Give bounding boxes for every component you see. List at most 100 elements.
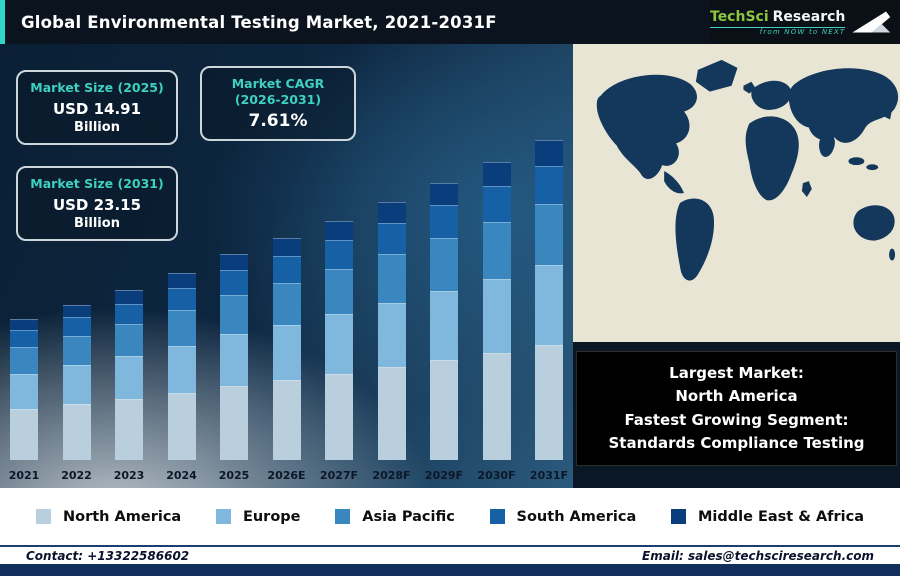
stat-box-market-size-2031: Market Size (2031) USD 23.15 Billion (16, 166, 178, 241)
contact-phone: Contact: +13322586602 (26, 548, 190, 563)
bar-segment-asia-pacific (115, 324, 143, 356)
bar-segment-asia-pacific (62, 336, 91, 365)
x-axis-label: 2030F (477, 469, 516, 482)
bar-stack (167, 273, 196, 460)
stat-value: USD 23.15 (52, 195, 142, 214)
highlight-line-fastest-segment: Fastest Growing Segment: (624, 410, 849, 429)
main-content: Market Size (2025) USD 14.91 Billion Mar… (0, 44, 900, 488)
bar-segment-asia-pacific (167, 310, 196, 346)
legend-label: Asia Pacific (362, 508, 455, 525)
bar-segment-middle-east-africa (10, 319, 38, 330)
x-axis-label: 2029F (424, 469, 464, 482)
legend-item-middle-east-africa: Middle East & Africa (670, 508, 864, 525)
bar-segment-asia-pacific (325, 269, 353, 314)
legend-label: South America (516, 508, 637, 525)
bar-segment-asia-pacific (430, 238, 458, 291)
stat-box-market-size-2025: Market Size (2025) USD 14.91 Billion (16, 70, 178, 145)
logo-text: TechSci Research from NOW to NEXT (710, 7, 846, 37)
techsci-logo: TechSci Research from NOW to NEXT (710, 0, 900, 44)
bar-segment-middle-east-africa (62, 305, 91, 317)
legend-swatch (335, 509, 351, 524)
bar-segment-asia-pacific (272, 283, 301, 325)
bar-stack (430, 183, 458, 460)
bar-segment-asia-pacific (10, 347, 38, 374)
logo-tagline: from NOW to NEXT (710, 27, 846, 37)
footer: Contact: +13322586602 Email: sales@techs… (0, 545, 900, 576)
bar-segment-asia-pacific (377, 254, 406, 303)
bar-column-2025: 2025 (219, 254, 249, 482)
world-map (573, 44, 900, 342)
footer-divider (0, 545, 900, 547)
x-axis-label: 2022 (61, 469, 92, 482)
legend-swatch (215, 509, 231, 524)
bar-segment-north-america (272, 380, 301, 460)
world-map-image (573, 44, 900, 342)
bar-column-2030F: 2030F (477, 162, 516, 482)
bar-segment-north-america (377, 367, 406, 460)
x-axis-label: 2024 (166, 469, 197, 482)
bar-segment-asia-pacific (220, 295, 248, 334)
bar-segment-north-america (430, 360, 458, 460)
bar-segment-middle-east-africa (430, 183, 458, 205)
stat-unit: Billion (74, 119, 120, 135)
bar-segment-north-america (62, 404, 91, 460)
bar-stack (535, 140, 563, 460)
x-axis-label: 2027F (319, 469, 359, 482)
header: Global Environmental Testing Market, 202… (0, 0, 900, 44)
bar-column-2028F: 2028F (372, 202, 411, 482)
stat-value: USD 14.91 (52, 99, 142, 118)
bar-segment-south-america (115, 304, 143, 324)
bar-segment-north-america (10, 409, 38, 460)
bar-stack (377, 202, 406, 460)
bar-segment-south-america (10, 330, 38, 347)
stat-label: (2026-2031) (234, 91, 322, 107)
bar-segment-south-america (220, 270, 248, 295)
x-axis-label: 2021 (8, 469, 40, 482)
stat-label: Market Size (2025) (30, 80, 164, 95)
highlight-box: Largest Market: North America Fastest Gr… (576, 351, 897, 466)
footer-body: Contact: +13322586602 Email: sales@techs… (0, 547, 900, 564)
bar-segment-north-america (535, 345, 563, 460)
x-axis-label: 2031F (529, 469, 569, 482)
bar-segment-europe (377, 303, 406, 367)
highlight-line-fastest-segment-value: Standards Compliance Testing (608, 433, 865, 452)
bar-segment-north-america (220, 386, 248, 460)
footer-bottom-bar (0, 564, 900, 576)
bar-column-2031F: 2031F (530, 140, 568, 482)
bar-segment-north-america (482, 353, 511, 460)
bar-column-2027F: 2027F (320, 221, 358, 482)
bar-segment-europe (272, 325, 301, 380)
bar-segment-middle-east-africa (377, 202, 406, 223)
bar-segment-north-america (167, 393, 196, 460)
bar-segment-europe (482, 279, 511, 353)
legend-item-asia-pacific: Asia Pacific (335, 509, 455, 525)
logo-arrow-icon (852, 11, 891, 33)
legend-label: North America (63, 508, 182, 525)
bar-stack (482, 162, 511, 460)
side-panel: Largest Market: North America Fastest Gr… (573, 44, 900, 488)
bar-segment-south-america (430, 205, 458, 238)
bar-stack (272, 238, 301, 460)
bar-segment-europe (62, 365, 91, 404)
bar-column-2024: 2024 (166, 273, 197, 482)
bar-segment-south-america (377, 223, 406, 254)
bar-segment-middle-east-africa (325, 221, 353, 240)
highlight-line-largest-market: Largest Market: (669, 364, 804, 382)
legend-label: Middle East & Africa (697, 508, 864, 525)
stat-unit: Billion (74, 215, 120, 231)
bar-segment-middle-east-africa (167, 273, 196, 288)
bar-segment-europe (115, 356, 143, 399)
x-axis-label: 2025 (218, 469, 250, 482)
bar-segment-europe (10, 374, 38, 409)
legend-item-south-america: South America (489, 508, 637, 525)
bar-column-2022: 2022 (61, 305, 92, 482)
legend-item-north-america: North America (36, 509, 181, 525)
x-axis-label: 2028F (372, 469, 411, 482)
bar-stack (220, 254, 248, 460)
bar-stack (115, 290, 143, 460)
legend-swatch (36, 509, 51, 524)
bar-segment-asia-pacific (535, 204, 563, 265)
legend-item-europe: Europe (215, 509, 301, 525)
legend-swatch (670, 509, 686, 524)
